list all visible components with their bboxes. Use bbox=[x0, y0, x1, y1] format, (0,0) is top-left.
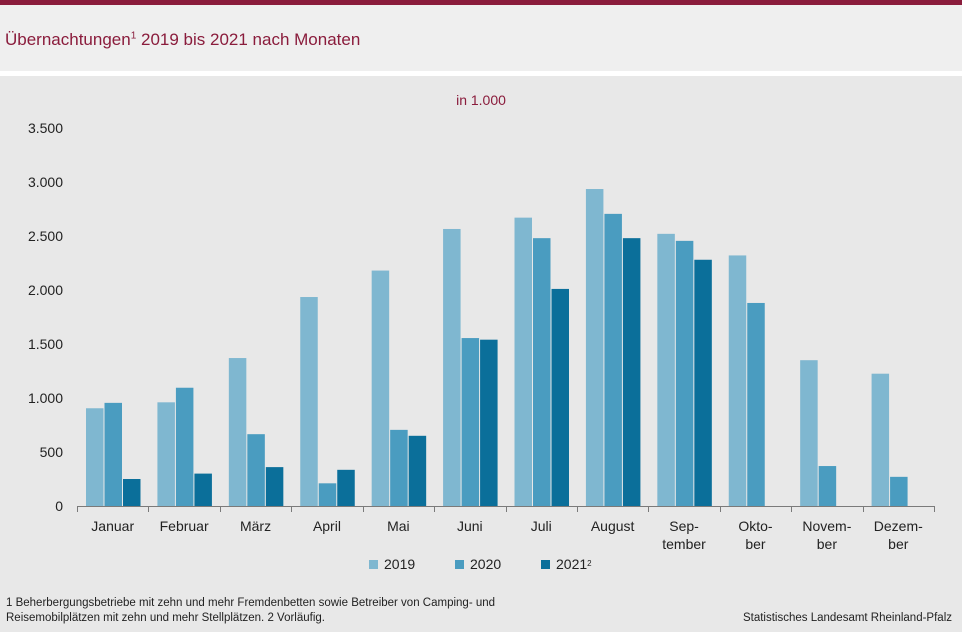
legend-swatch-2019 bbox=[369, 559, 378, 569]
bar-2020-10 bbox=[818, 466, 837, 506]
bar-2020-1 bbox=[175, 387, 194, 506]
x-tick-label: Juni bbox=[457, 518, 483, 534]
chart-area: 0 500 1.000 1.500 2.000 2.500 3.000 3.500 Januar… bbox=[0, 76, 962, 632]
x-tick-label: Februar bbox=[160, 518, 209, 534]
bar-2021-3 bbox=[337, 469, 355, 506]
footnote-line-1: 1 Beherbergungsbetriebe mit zehn und meh… bbox=[6, 597, 496, 609]
bar-2021-8 bbox=[694, 259, 712, 506]
bar-2020-8 bbox=[675, 240, 694, 507]
bar-2021-4 bbox=[408, 435, 427, 506]
x-tick-label: Okto- bbox=[738, 518, 773, 534]
y-tick-label: 1.000 bbox=[28, 390, 63, 406]
y-tick-label: 3.500 bbox=[28, 120, 63, 136]
footnote-line-2: Reisemobilplätzen mit zehn und mehr Stel… bbox=[6, 612, 325, 624]
legend-label-2020: 2020 bbox=[470, 556, 502, 572]
bar-2020-2 bbox=[247, 434, 265, 506]
legend-label-2021: 2021 bbox=[556, 556, 588, 572]
unit-label: in 1.000 bbox=[456, 92, 506, 108]
bar-2019-5 bbox=[443, 228, 461, 507]
bar-2020-3 bbox=[318, 483, 337, 506]
bar-2021-5 bbox=[480, 339, 498, 506]
bar-2019-11 bbox=[871, 373, 890, 506]
x-tick-label: Novem- bbox=[802, 518, 851, 534]
bar-2020-0 bbox=[104, 402, 122, 506]
bar-2019-7 bbox=[585, 189, 604, 506]
divider bbox=[0, 71, 962, 76]
legend-swatch-2020 bbox=[455, 559, 464, 569]
x-tick-label: ber bbox=[888, 536, 909, 552]
source-label: Statistisches Landesamt Rheinland-Pfalz bbox=[742, 612, 952, 624]
legend-item-2020: 2020 bbox=[455, 556, 501, 572]
bar-2019-10 bbox=[800, 360, 818, 506]
y-tick-label: 1.500 bbox=[28, 336, 63, 352]
legend-item-2021: 2021 2 bbox=[541, 556, 592, 572]
x-tick-label: tember bbox=[662, 536, 706, 552]
bar-2021-1 bbox=[194, 473, 212, 506]
bar-2021-2 bbox=[265, 467, 284, 506]
x-tick-label: August bbox=[591, 518, 635, 534]
bar-2020-5 bbox=[461, 338, 480, 506]
bar-2020-9 bbox=[747, 302, 765, 506]
x-tick-label: Sep- bbox=[669, 518, 699, 534]
legend-swatch-2021 bbox=[541, 559, 550, 569]
bar-2020-4 bbox=[390, 429, 408, 506]
bar-2020-11 bbox=[890, 476, 908, 506]
bar-2021-7 bbox=[622, 238, 641, 506]
bar-2019-4 bbox=[371, 270, 390, 506]
x-tick-label: Januar bbox=[91, 518, 134, 534]
top-accent-bar bbox=[0, 0, 962, 5]
bar-2020-6 bbox=[533, 238, 551, 506]
legend-label-2019: 2019 bbox=[384, 556, 416, 572]
y-tick-label: 2.500 bbox=[28, 228, 63, 244]
x-tick-label: Dezem- bbox=[874, 518, 923, 534]
bar-2020-7 bbox=[604, 213, 622, 507]
title-area: Übernachtungen1 2019 bis 2021 nach Monat… bbox=[0, 5, 962, 71]
bar-2019-1 bbox=[157, 402, 175, 506]
x-tick-label: April bbox=[313, 518, 341, 534]
chart-title: Übernachtungen1 2019 bis 2021 nach Monat… bbox=[5, 30, 361, 49]
bar-2021-6 bbox=[551, 288, 569, 506]
x-tick-label: März bbox=[240, 518, 271, 534]
x-tick-label: Mai bbox=[387, 518, 410, 534]
bar-2019-6 bbox=[514, 217, 532, 506]
bar-chart: 0 500 1.000 1.500 2.000 2.500 3.000 3.500 Januar… bbox=[28, 120, 935, 552]
legend: 2019 2020 2021 2 bbox=[0, 556, 962, 576]
bar-2019-3 bbox=[300, 297, 318, 506]
bar-2019-0 bbox=[86, 408, 104, 506]
legend-item-2019: 2019 bbox=[369, 556, 415, 572]
bar-2019-8 bbox=[657, 233, 675, 506]
y-tick-label: 3.000 bbox=[28, 174, 63, 190]
bar-2021-0 bbox=[123, 479, 141, 506]
footnote: 1 Beherbergungsbetriebe mit zehn und meh… bbox=[6, 596, 606, 626]
y-tick-label: 0 bbox=[55, 498, 63, 514]
y-tick-label: 2.000 bbox=[28, 282, 63, 298]
x-tick-label: ber bbox=[817, 536, 838, 552]
bar-2019-9 bbox=[728, 255, 747, 506]
x-tick-label: ber bbox=[745, 536, 766, 552]
bar-2019-2 bbox=[228, 358, 247, 506]
x-tick-label: Juli bbox=[531, 518, 552, 534]
y-tick-label: 500 bbox=[40, 444, 64, 460]
